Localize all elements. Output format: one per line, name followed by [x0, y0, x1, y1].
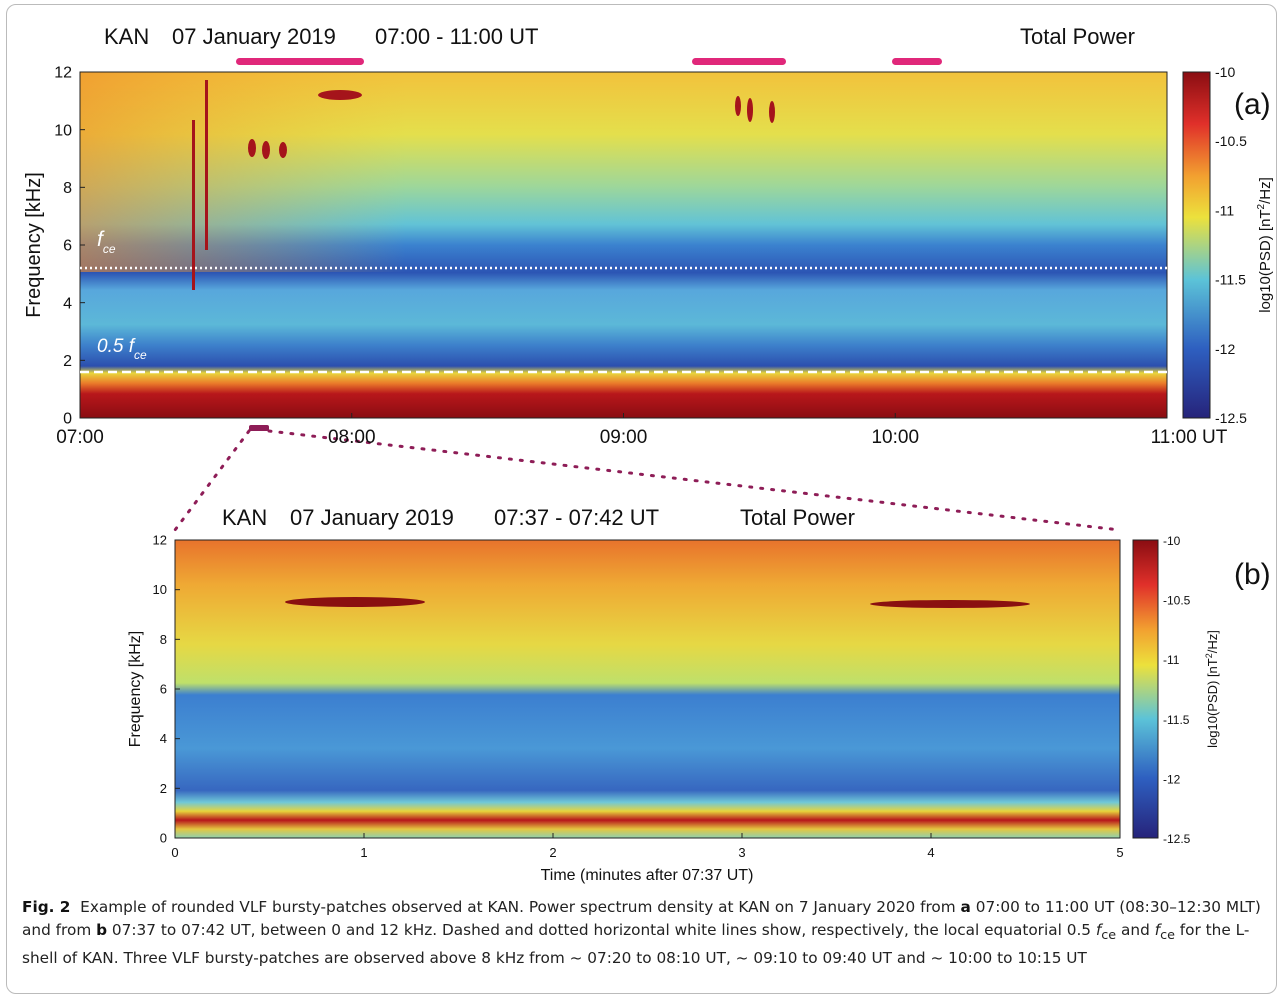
- colorbar: [1182, 71, 1211, 419]
- zoom-marker: [249, 425, 269, 431]
- colorbar-label: log10(PSD) [nT2/Hz]: [1256, 177, 1274, 313]
- spectrogram: [175, 540, 1120, 838]
- x-tick-label: 3: [738, 845, 745, 860]
- y-tick-label: 6: [63, 238, 72, 255]
- caption: Fig. 2 Example of rounded VLF bursty-pat…: [22, 896, 1262, 970]
- x-tick-label: 07:00: [56, 427, 104, 448]
- colorbar-tick-label: -10: [1163, 534, 1181, 548]
- colorbar-tick-label: -12.5: [1163, 832, 1191, 846]
- x-tick-label: 0: [171, 845, 178, 860]
- x-tick-label: 10:00: [871, 427, 919, 448]
- x-tick-label: 09:00: [600, 427, 648, 448]
- caption-text: for the L-shell of KAN. Three VLF bursty…: [22, 921, 1250, 968]
- y-tick-label: 8: [160, 632, 167, 647]
- fce-label: fce: [97, 228, 116, 256]
- x-axis-label: Time (minutes after 07:37 UT): [541, 867, 754, 884]
- y-tick-label: 6: [160, 682, 167, 697]
- y-axis-label: Frequency [kHz]: [127, 631, 144, 747]
- caption-symbol: f: [1095, 921, 1102, 939]
- caption-text: 07:00 to 11:00 UT (08:30–12:30 MLT) and …: [22, 898, 1261, 939]
- y-tick-label: 0: [160, 831, 167, 846]
- title-date: 07 January 2019: [172, 24, 336, 49]
- panel-label: (b): [1234, 558, 1271, 591]
- colorbar-tick-label: -11.5: [1215, 272, 1246, 288]
- bursty-patches: [192, 80, 775, 290]
- x-tick-label: 2: [549, 845, 556, 860]
- y-axis-label: Frequency [kHz]: [23, 172, 45, 318]
- title-power: Total Power: [740, 505, 855, 530]
- colorbar: [1132, 539, 1159, 839]
- y-tick-label: 4: [63, 295, 72, 312]
- figure: KAN 07 January 2019 07:00 - 11:00 UT Tot…: [23, 24, 1274, 884]
- figure-frame: [6, 4, 1277, 994]
- y-tick-label: 2: [63, 353, 72, 370]
- x-tick-label: 1: [360, 845, 367, 860]
- caption-text: 07:37 to 07:42 UT, between 0 and 12 kHz.…: [107, 921, 1096, 939]
- y-tick-label: 10: [153, 582, 167, 597]
- panel-label: (a): [1234, 88, 1271, 121]
- spectrogram-overlay: [80, 72, 1167, 272]
- caption-symbol: f: [1154, 921, 1161, 939]
- caption-ref: a: [960, 898, 971, 916]
- patch-marker: [236, 58, 364, 65]
- title-time: 07:00 - 11:00 UT: [375, 24, 538, 49]
- y-tick-label: 0: [63, 411, 72, 428]
- patch-marker: [692, 58, 786, 65]
- patch-marker: [892, 58, 942, 65]
- title-station: KAN: [222, 505, 267, 530]
- y-tick-label: 12: [153, 533, 167, 548]
- colorbar-tick-label: -10.5: [1163, 594, 1191, 608]
- caption-ref: b: [96, 921, 108, 939]
- y-tick-label: 4: [160, 731, 167, 746]
- half-fce-label: 0.5 fce: [97, 336, 147, 362]
- colorbar-tick-label: -12.5: [1215, 410, 1247, 426]
- colorbar-label: log10(PSD) [nT2/Hz]: [1204, 630, 1220, 748]
- caption-text: and: [1116, 921, 1155, 939]
- caption-subscript: ce: [1160, 928, 1175, 944]
- zoom-lines: [173, 429, 1122, 532]
- caption-text: Example of rounded VLF bursty-patches ob…: [80, 898, 961, 916]
- title-station: KAN: [104, 24, 149, 49]
- y-tick-label: 2: [160, 781, 167, 796]
- caption-subscript: ce: [1101, 928, 1117, 944]
- x-tick-label: 08:00: [328, 427, 376, 448]
- colorbar-tick-label: -11: [1163, 653, 1180, 667]
- y-tick-label: 12: [54, 65, 72, 82]
- title-time: 07:37 - 07:42 UT: [494, 505, 659, 530]
- x-tick-label: 4: [927, 845, 934, 860]
- colorbar-tick-label: -12: [1163, 772, 1181, 786]
- title-date: 07 January 2019: [290, 505, 454, 530]
- colorbar-tick-label: -12: [1215, 341, 1235, 357]
- title-power: Total Power: [1020, 24, 1135, 49]
- colorbar-tick-label: -11: [1215, 202, 1234, 218]
- y-tick-label: 10: [54, 122, 72, 139]
- x-tick-label: 11:00 UT: [1151, 427, 1228, 448]
- colorbar-tick-label: -11.5: [1163, 713, 1190, 727]
- x-tick-label: 5: [1116, 845, 1123, 860]
- y-tick-label: 8: [63, 180, 72, 197]
- fig-label: Fig. 2: [22, 898, 71, 916]
- colorbar-tick-label: -10.5: [1215, 133, 1247, 149]
- bursty-patches: [285, 597, 1030, 608]
- colorbar-tick-label: -10: [1215, 64, 1235, 80]
